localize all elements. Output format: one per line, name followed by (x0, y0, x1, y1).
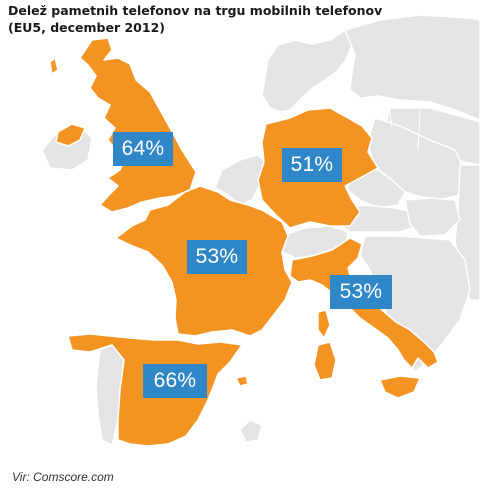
title-line-1: Delež pametnih telefonov na trgu mobilni… (8, 3, 383, 18)
uk-islands (49, 57, 59, 75)
sardinia-land (313, 341, 337, 381)
northern-ireland-land (55, 123, 86, 147)
title-line-2: (EU5, december 2012) (8, 20, 165, 35)
benelux-land (214, 154, 269, 206)
hungary-land (404, 197, 461, 237)
label-germany: 51% (282, 148, 342, 182)
label-france: 53% (187, 240, 247, 274)
corsica-land (317, 309, 331, 339)
label-uk: 64% (113, 132, 173, 166)
label-spain: 66% (143, 364, 207, 398)
chart-title: Delež pametnih telefonov na trgu mobilni… (8, 2, 448, 36)
balearic-land (235, 375, 249, 387)
sweden-land (344, 14, 480, 121)
label-italy: 53% (330, 275, 392, 309)
north-africa-land (239, 419, 263, 443)
gray-borders (387, 99, 421, 151)
uk-land (79, 37, 197, 213)
sicily-land (379, 375, 421, 399)
source-note: Vir: Comscore.com (12, 470, 114, 484)
other-countries (41, 14, 480, 446)
scandinavia-land (261, 29, 353, 113)
